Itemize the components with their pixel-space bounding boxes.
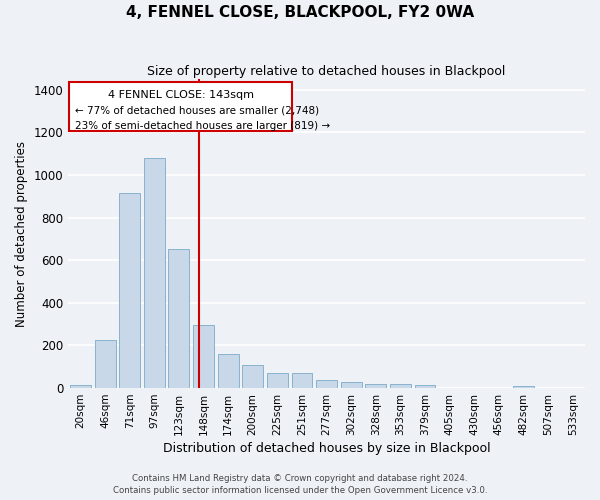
Bar (415, 385, 436, 388)
Title: Size of property relative to detached houses in Blackpool: Size of property relative to detached ho… (148, 65, 506, 78)
Text: 4, FENNEL CLOSE, BLACKPOOL, FY2 0WA: 4, FENNEL CLOSE, BLACKPOOL, FY2 0WA (126, 5, 474, 20)
Bar (267, 373, 288, 388)
Bar (513, 386, 534, 388)
Text: Contains HM Land Registry data © Crown copyright and database right 2024.
Contai: Contains HM Land Registry data © Crown c… (113, 474, 487, 495)
Bar (341, 382, 362, 388)
X-axis label: Distribution of detached houses by size in Blackpool: Distribution of detached houses by size … (163, 442, 490, 455)
Bar (390, 384, 411, 388)
Bar (365, 384, 386, 388)
Text: 23% of semi-detached houses are larger (819) →: 23% of semi-detached houses are larger (… (74, 121, 329, 131)
Bar (119, 193, 140, 388)
Bar (193, 325, 214, 388)
Bar (218, 354, 239, 388)
Bar (95, 340, 116, 388)
Bar (169, 248, 190, 388)
Bar (292, 373, 313, 388)
FancyBboxPatch shape (70, 82, 292, 132)
Text: 4 FENNEL CLOSE: 143sqm: 4 FENNEL CLOSE: 143sqm (108, 90, 254, 100)
Bar (316, 380, 337, 388)
Text: ← 77% of detached houses are smaller (2,748): ← 77% of detached houses are smaller (2,… (74, 106, 319, 116)
Bar (144, 158, 165, 388)
Bar (70, 385, 91, 388)
Bar (242, 365, 263, 388)
Y-axis label: Number of detached properties: Number of detached properties (15, 140, 28, 326)
